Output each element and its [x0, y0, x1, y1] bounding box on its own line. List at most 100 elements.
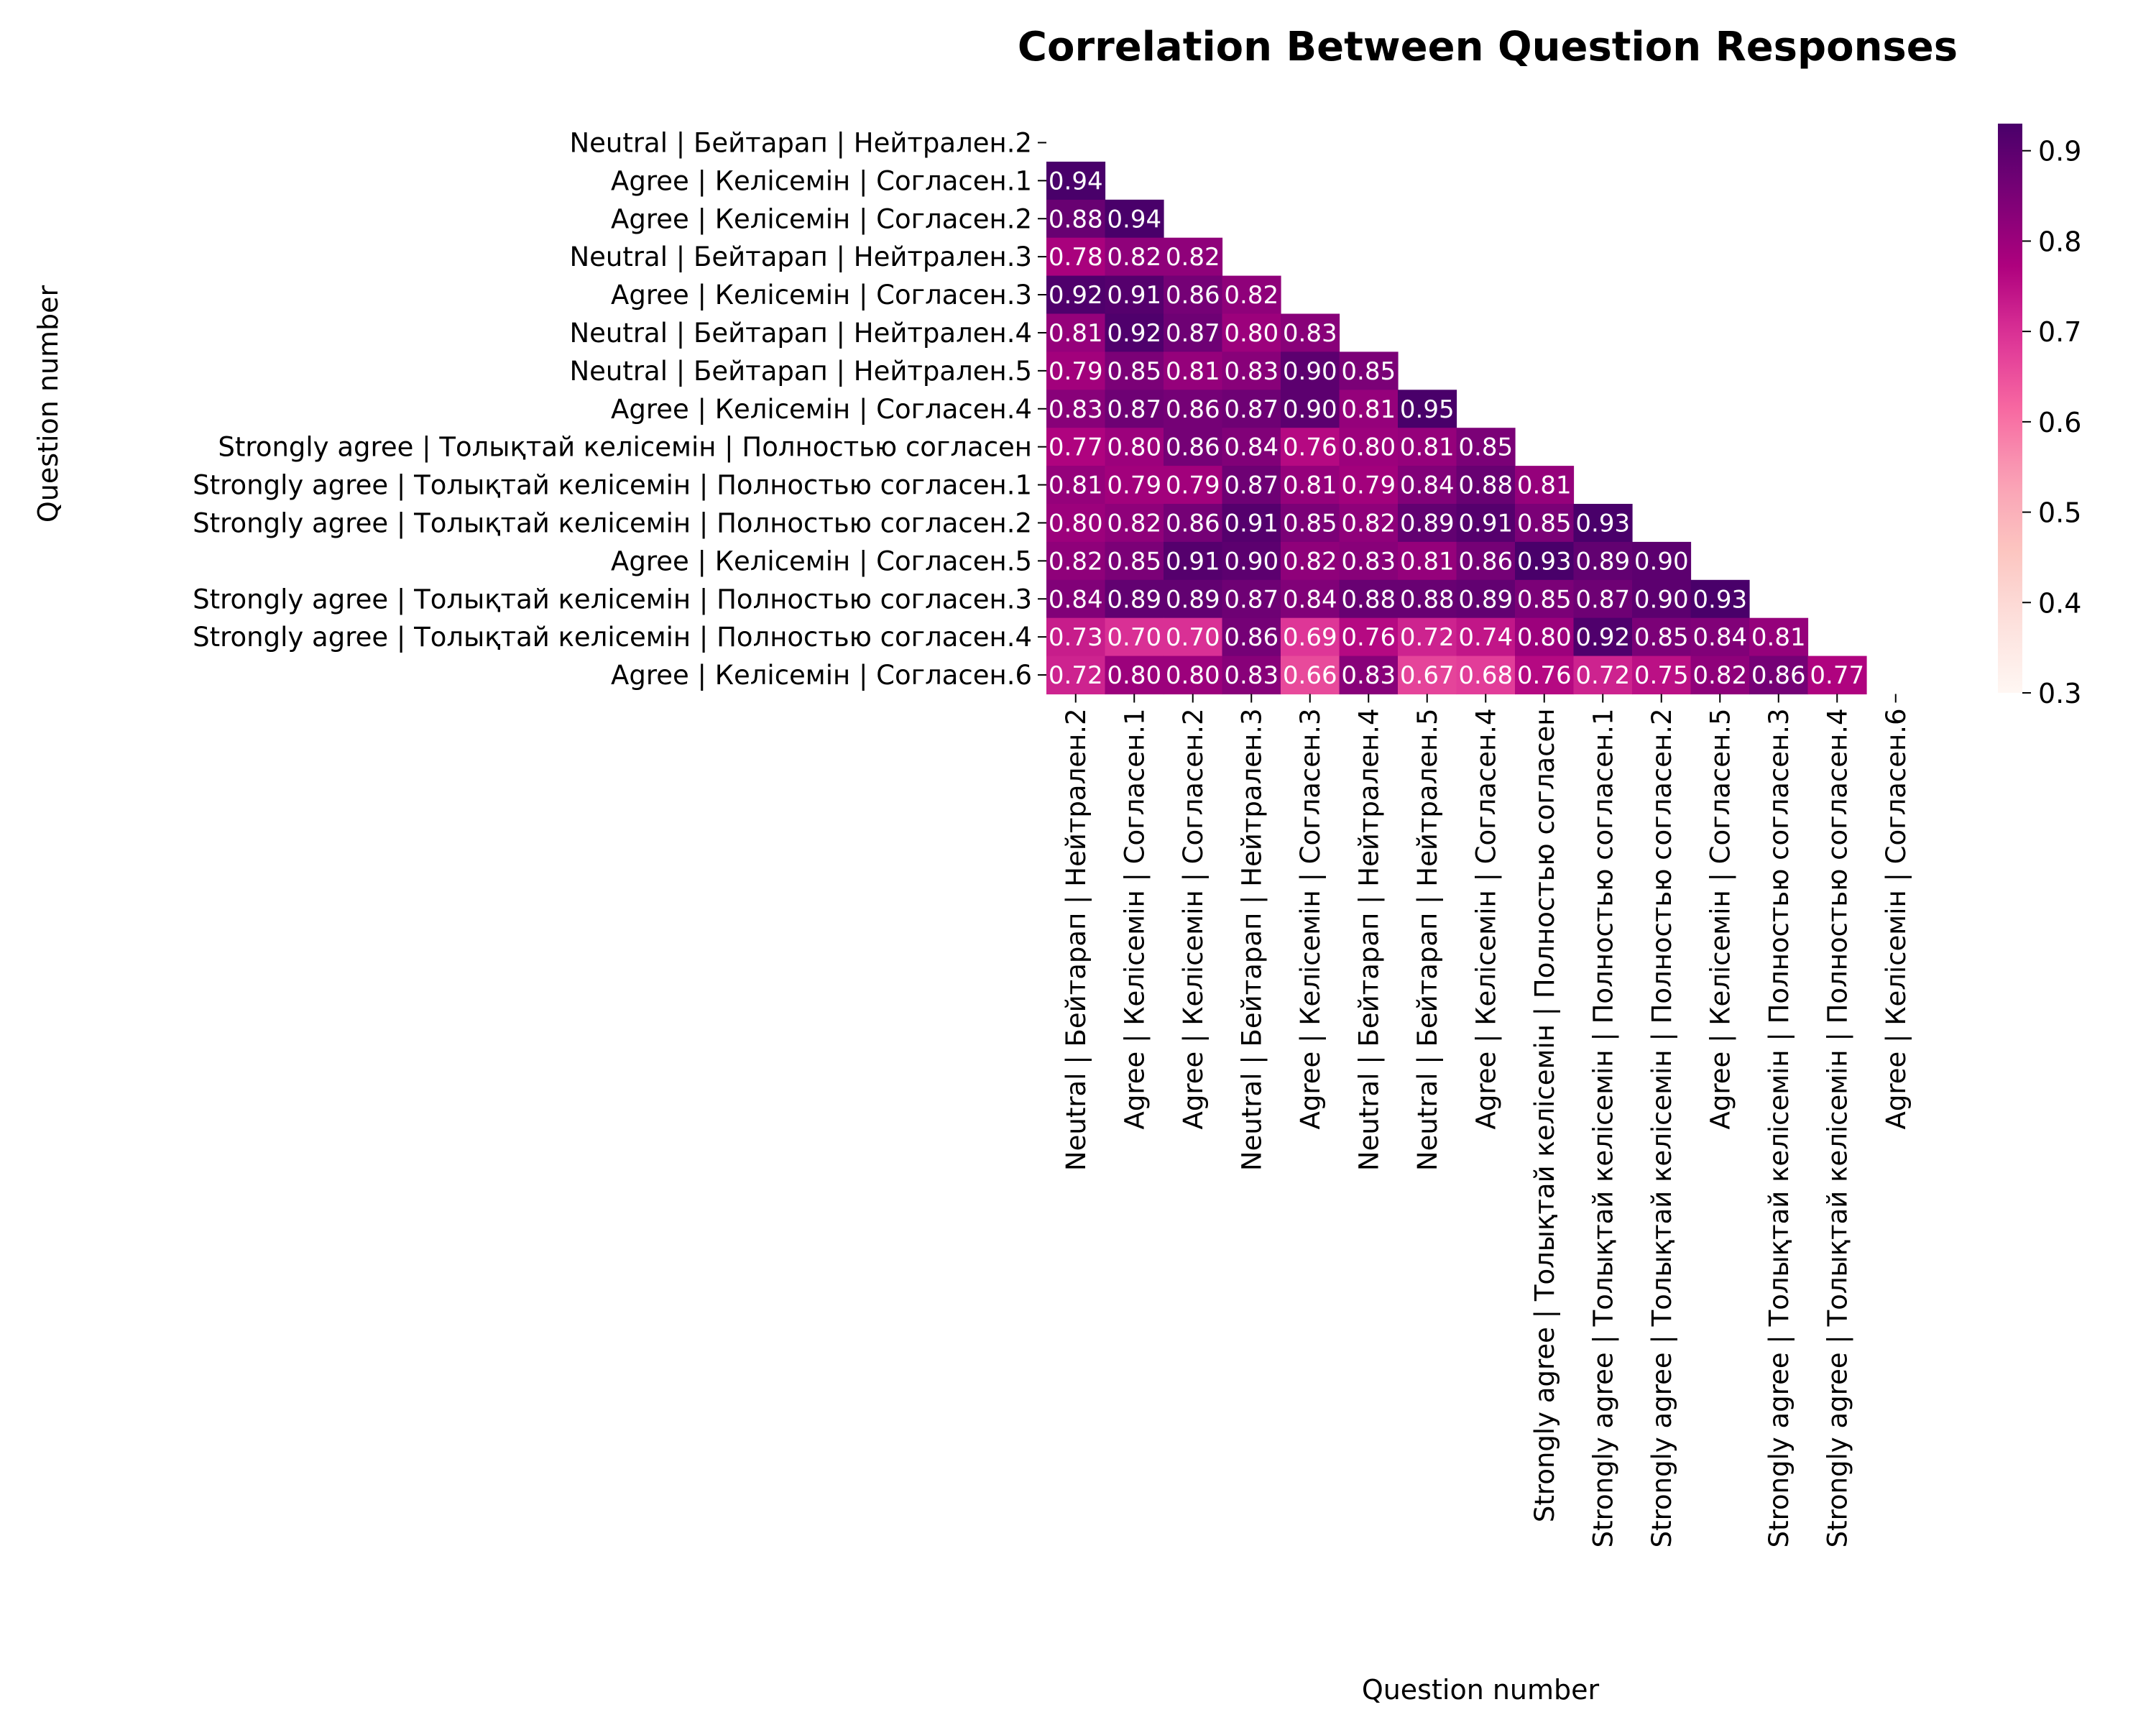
- cell-value-label: 0.86: [1166, 281, 1220, 310]
- cell-value-label: 0.81: [1751, 623, 1806, 652]
- heatmap-cell: [1164, 504, 1223, 543]
- heatmap-cell: [1164, 313, 1223, 352]
- heatmap-cell: [1515, 466, 1575, 505]
- colorbar-gradient: [1998, 124, 2022, 693]
- cell-value-label: 0.87: [1166, 319, 1220, 348]
- heatmap-cell: [1164, 351, 1223, 390]
- cell-value-label: 0.86: [1166, 433, 1220, 462]
- cell-value-label: 0.84: [1400, 472, 1455, 500]
- cell-value-label: 0.88: [1400, 585, 1455, 614]
- colorbar-tick-label: 0.4: [2038, 587, 2081, 619]
- colorbar-tick-label: 0.8: [2038, 226, 2081, 257]
- cell-value-label: 0.83: [1283, 319, 1337, 348]
- heatmap-cell: [1632, 656, 1692, 695]
- cell-value-label: 0.89: [1458, 585, 1513, 614]
- cell-value-label: 0.87: [1224, 585, 1279, 614]
- colorbar-tick-label: 0.6: [2038, 407, 2081, 438]
- heatmap-cell: [1105, 275, 1164, 315]
- cell-value-label: 0.81: [1400, 547, 1455, 576]
- cell-value-label: 0.82: [1049, 547, 1103, 576]
- cell-value-label: 0.81: [1341, 395, 1396, 424]
- cell-value-label: 0.83: [1341, 661, 1396, 690]
- heatmap-cell: [1222, 617, 1281, 657]
- cell-value-label: 0.81: [1166, 357, 1220, 386]
- y-tick-label: Agree | Келісемін | Согласен.5: [611, 546, 1032, 576]
- heatmap-cell: [1339, 579, 1399, 619]
- cell-value-label: 0.90: [1634, 585, 1689, 614]
- heatmap-cell: [1222, 390, 1281, 428]
- heatmap-cell: [1046, 390, 1106, 428]
- heatmap-cell: [1046, 579, 1106, 619]
- cell-value-label: 0.86: [1166, 395, 1220, 424]
- heatmap-cell: [1456, 579, 1516, 619]
- heatmap-cell: [1164, 390, 1223, 428]
- cell-value-label: 0.82: [1107, 243, 1161, 272]
- cell-value-label: 0.90: [1283, 395, 1337, 424]
- x-axis-label: Question number: [1362, 1674, 1600, 1706]
- heatmap-cell: [1222, 351, 1281, 390]
- heatmap-cell: [1339, 504, 1399, 543]
- heatmap-cell: [1456, 466, 1516, 505]
- chart-title: Correlation Between Question Responses: [1018, 24, 1958, 70]
- cell-value-label: 0.95: [1400, 395, 1455, 424]
- heatmap-cells: 0.940.88 0.940.78 0.82 0.820.92 0.91 0.86 0.82…: [1046, 161, 1867, 695]
- colorbar-tick-label: 0.7: [2038, 316, 2081, 348]
- heatmap-cell: [1281, 579, 1340, 619]
- y-tick-label: Neutral | Бейтарап | Нейтрален.3: [569, 242, 1032, 272]
- heatmap-cell: [1222, 579, 1281, 619]
- cell-value-label: 0.94: [1049, 167, 1103, 196]
- x-tick-label: Agree | Келісемін | Согласен.6: [1881, 709, 1912, 1130]
- heatmap-cell: [1690, 617, 1750, 657]
- heatmap-cell: [1807, 656, 1867, 695]
- heatmap-cell: [1456, 504, 1516, 543]
- heatmap-cell: [1515, 617, 1575, 657]
- heatmap-cell: [1339, 541, 1399, 581]
- cell-value-label: 0.89: [1166, 585, 1220, 614]
- x-tick-label: Strongly agree | Толықтай келісемін | По…: [1529, 709, 1560, 1523]
- cell-value-label: 0.92: [1107, 319, 1161, 348]
- y-tick-label: Agree | Келісемін | Согласен.2: [611, 203, 1032, 234]
- cell-value-label: 0.82: [1224, 281, 1279, 310]
- heatmap-cell: [1398, 617, 1457, 657]
- cell-value-label: 0.78: [1049, 243, 1103, 272]
- cell-value-label: 0.84: [1283, 585, 1337, 614]
- y-axis-label: Question number: [32, 285, 64, 523]
- heatmap-cell: [1515, 541, 1575, 581]
- cell-value-label: 0.89: [1400, 509, 1455, 538]
- cell-value-label: 0.66: [1283, 661, 1337, 690]
- cell-value-label: 0.81: [1517, 472, 1572, 500]
- heatmap-cell: [1046, 617, 1106, 657]
- cell-value-label: 0.81: [1049, 319, 1103, 348]
- x-tick-label: Agree | Келісемін | Согласен.2: [1178, 709, 1209, 1130]
- heatmap-cell: [1515, 656, 1575, 695]
- heatmap-cell: [1046, 656, 1106, 695]
- heatmap-cell: [1281, 313, 1340, 352]
- heatmap-cell: [1046, 504, 1106, 543]
- heatmap-cell: [1046, 351, 1106, 390]
- cell-value-label: 0.70: [1107, 623, 1161, 652]
- cell-value-label: 0.93: [1692, 585, 1747, 614]
- heatmap-cell: [1164, 579, 1223, 619]
- cell-value-label: 0.85: [1283, 509, 1337, 538]
- heatmap-cell: [1281, 390, 1340, 428]
- cell-value-label: 0.87: [1107, 395, 1161, 424]
- cell-value-label: 0.81: [1049, 472, 1103, 500]
- cell-value-label: 0.83: [1224, 357, 1279, 386]
- x-tick-label: Neutral | Бейтарап | Нейтрален.2: [1061, 709, 1092, 1172]
- heatmap-cell: [1281, 428, 1340, 466]
- cell-value-label: 0.89: [1107, 585, 1161, 614]
- heatmap-cell: [1573, 579, 1633, 619]
- cell-value-label: 0.81: [1400, 433, 1455, 462]
- x-tick-label: Agree | Келісемін | Согласен.3: [1295, 709, 1326, 1130]
- x-tick-label: Strongly agree | Толықтай келісемін | По…: [1764, 709, 1795, 1548]
- cell-value-label: 0.72: [1400, 623, 1455, 652]
- heatmap-cell: [1105, 351, 1164, 390]
- heatmap-cell: [1046, 237, 1106, 277]
- y-tick-label: Agree | Келісемін | Согласен.1: [611, 165, 1032, 196]
- heatmap-cell: [1105, 428, 1164, 466]
- heatmap-cell: [1573, 656, 1633, 695]
- cell-value-label: 0.85: [1517, 509, 1572, 538]
- cell-value-label: 0.79: [1107, 472, 1161, 500]
- x-tick-label: Neutral | Бейтарап | Нейтрален.3: [1236, 709, 1267, 1172]
